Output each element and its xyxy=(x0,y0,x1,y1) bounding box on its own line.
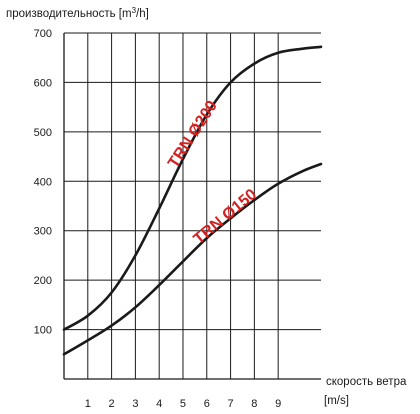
x-tick-label-4: 4 xyxy=(156,398,162,410)
x-tick-label-6: 6 xyxy=(204,398,210,410)
series-line-0 xyxy=(62,45,323,331)
y-tick-label-200: 200 xyxy=(34,275,52,287)
y-axis-title-tail: /h] xyxy=(136,8,149,20)
y-tick-labels: 100 200 300 400 500 600 700 xyxy=(34,28,52,337)
y-tick-label-600: 600 xyxy=(34,77,52,89)
y-axis-title-main: производительность [m xyxy=(6,8,132,20)
x-tick-label-2: 2 xyxy=(109,398,115,410)
y-tick-label-500: 500 xyxy=(34,127,52,139)
series-label-trn200: TRN Ø200 xyxy=(165,98,221,171)
x-tick-label-7: 7 xyxy=(228,398,234,410)
curve-layer xyxy=(62,45,323,356)
x-tick-label-3: 3 xyxy=(132,398,138,410)
y-tick-label-100: 100 xyxy=(34,325,52,337)
x-tick-label-9: 9 xyxy=(275,398,281,410)
y-tick-label-700: 700 xyxy=(34,28,52,40)
y-tick-label-300: 300 xyxy=(34,226,52,238)
series-label-trn150: TRN Ø150 xyxy=(191,186,261,248)
series-line-1 xyxy=(62,162,323,356)
x-tick-label-1: 1 xyxy=(85,398,91,410)
y-axis-title: производительность [m3/h] xyxy=(6,6,149,20)
x-tick-label-5: 5 xyxy=(180,398,186,410)
grid-layer xyxy=(63,32,321,380)
x-axis-title: скорость ветра xyxy=(326,376,407,388)
y-axis-title-sup: 3 xyxy=(132,6,137,15)
x-axis-unit: [m/s] xyxy=(324,395,349,407)
y-tick-label-400: 400 xyxy=(34,176,52,188)
x-tick-labels: 1 2 3 4 5 6 7 8 9 xyxy=(85,398,281,410)
x-tick-label-8: 8 xyxy=(251,398,257,410)
